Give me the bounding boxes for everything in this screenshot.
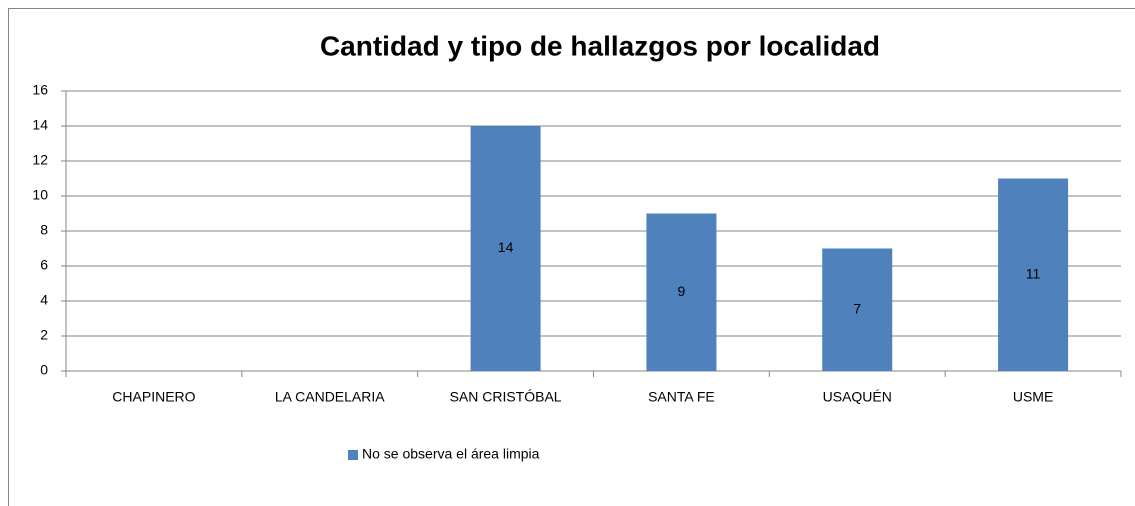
x-tick-label: SAN CRISTÓBAL bbox=[450, 389, 562, 405]
x-tick-label: SANTA FE bbox=[648, 389, 715, 405]
y-tick-label: 8 bbox=[40, 222, 48, 238]
x-tick-label: USAQUÉN bbox=[823, 389, 892, 405]
data-label: 14 bbox=[498, 239, 514, 255]
x-tick-label: CHAPINERO bbox=[112, 389, 195, 405]
y-tick-label: 12 bbox=[32, 152, 48, 168]
bar bbox=[822, 248, 893, 371]
y-tick-label: 2 bbox=[40, 327, 48, 343]
data-label: 9 bbox=[678, 283, 686, 299]
bar bbox=[470, 126, 541, 371]
data-label: 11 bbox=[1026, 265, 1041, 281]
bar bbox=[646, 213, 717, 371]
data-label: 7 bbox=[853, 300, 861, 316]
y-tick-label: 4 bbox=[40, 292, 48, 308]
x-tick-label: LA CANDELARIA bbox=[275, 389, 385, 405]
y-tick-label: 16 bbox=[32, 82, 48, 98]
x-tick-label: USME bbox=[1013, 389, 1053, 405]
bar bbox=[998, 178, 1069, 371]
y-tick-label: 6 bbox=[40, 257, 48, 273]
legend-swatch bbox=[348, 450, 358, 460]
chart-frame bbox=[8, 8, 1135, 506]
chart-title: Cantidad y tipo de hallazgos por localid… bbox=[320, 30, 880, 61]
y-tick-label: 0 bbox=[40, 362, 48, 378]
legend-label: No se observa el área limpia bbox=[362, 446, 540, 462]
y-tick-label: 14 bbox=[32, 117, 48, 133]
y-tick-label: 10 bbox=[32, 187, 48, 203]
